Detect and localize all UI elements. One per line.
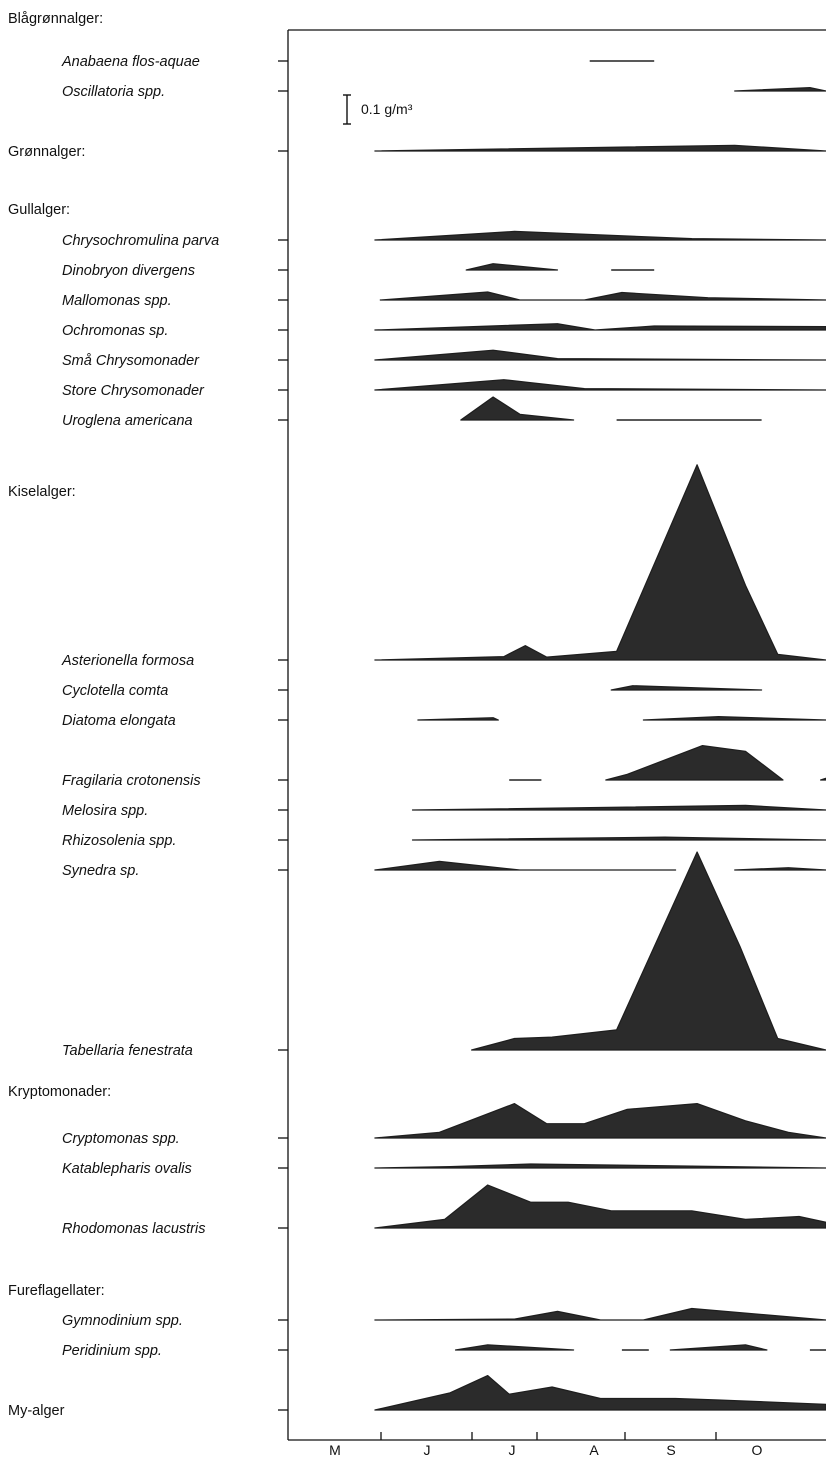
- row-label: Tabellaria fenestrata: [62, 1043, 193, 1059]
- row-label: Gullalger:: [8, 202, 70, 218]
- row-label: Katablepharis ovalis: [62, 1161, 192, 1177]
- row-label: Uroglena americana: [62, 413, 193, 429]
- row-label: Melosira spp.: [62, 803, 148, 819]
- row-labels: Blågrønnalger: Anabaena flos-aquae Oscilla…: [8, 11, 219, 1419]
- row-label: Fureflagellater:: [8, 1283, 105, 1299]
- biomass-area: [471, 851, 826, 1051]
- row-label: Oscillatoria spp.: [62, 84, 165, 100]
- row-label: Cryptomonas spp.: [62, 1131, 180, 1147]
- row-label: Kryptomonader:: [8, 1084, 111, 1100]
- biomass-area: [379, 291, 826, 301]
- month-label: M: [329, 1442, 341, 1458]
- biomass-area: [374, 1102, 826, 1139]
- row-label: Blågrønnalger:: [8, 11, 103, 27]
- row-label: Anabaena flos-aquae: [61, 54, 200, 70]
- biomass-area: [374, 464, 826, 661]
- row-label: Fragilaria crotonensis: [62, 773, 201, 789]
- biomass-area: [374, 860, 677, 871]
- biomass-area: [374, 1374, 826, 1411]
- row-label: Peridinium spp.: [62, 1343, 162, 1359]
- scale-bar-label: 0.1 g/m³: [361, 101, 413, 117]
- row-label: My-alger: [8, 1403, 65, 1419]
- biomass-area: [374, 230, 826, 241]
- biomass-area: [642, 715, 826, 721]
- biomass-area: [734, 86, 826, 92]
- biomass-area: [460, 396, 575, 421]
- biomass-area: [374, 323, 826, 331]
- row-label: Gymnodinium spp.: [62, 1313, 183, 1329]
- biomass-area: [374, 1307, 826, 1321]
- biomass-area: [374, 379, 826, 391]
- biomass-area: [374, 144, 826, 152]
- row-label: Cyclotella comta: [62, 683, 168, 699]
- row-label: Store Chrysomonader: [62, 383, 205, 399]
- month-label: O: [752, 1442, 763, 1458]
- biomass-area: [411, 836, 826, 841]
- chart-frame: [278, 29, 826, 1441]
- row-label: Mallomonas spp.: [62, 293, 172, 309]
- biomass-area: [411, 804, 826, 811]
- month-label: S: [666, 1442, 675, 1458]
- row-label: Små Chrysomonader: [62, 353, 200, 369]
- row-label: Rhodomonas lacustris: [62, 1221, 205, 1237]
- row-label: Dinobryon divergens: [62, 263, 195, 279]
- biomass-area: [374, 349, 826, 361]
- month-label: J: [424, 1442, 431, 1458]
- row-label: Synedra sp.: [62, 863, 139, 879]
- row-label: Asterionella formosa: [61, 653, 194, 669]
- scale-bar: 0.1 g/m³: [343, 94, 413, 125]
- biomass-area: [734, 867, 826, 871]
- month-label: A: [589, 1442, 599, 1458]
- row-label: Chrysochromulina parva: [62, 233, 219, 249]
- month-label: J: [509, 1442, 516, 1458]
- biomass-area: [669, 1344, 768, 1351]
- row-label: Ochromonas sp.: [62, 323, 168, 339]
- row-label: Diatoma elongata: [62, 713, 176, 729]
- biomass-area: [417, 717, 499, 721]
- biomass-area: [454, 1344, 575, 1351]
- biomass-area: [374, 1163, 826, 1169]
- biomass-area: [465, 263, 559, 271]
- biomass-area: [374, 1184, 826, 1229]
- row-label: Rhizosolenia spp.: [62, 833, 176, 849]
- biomass-area: [610, 685, 763, 691]
- biomass-shapes: [374, 60, 826, 1411]
- biomass-area: [819, 777, 826, 781]
- row-label: Kiselalger:: [8, 484, 76, 500]
- biomass-area: [605, 744, 784, 781]
- row-label: Grønnalger:: [8, 144, 85, 160]
